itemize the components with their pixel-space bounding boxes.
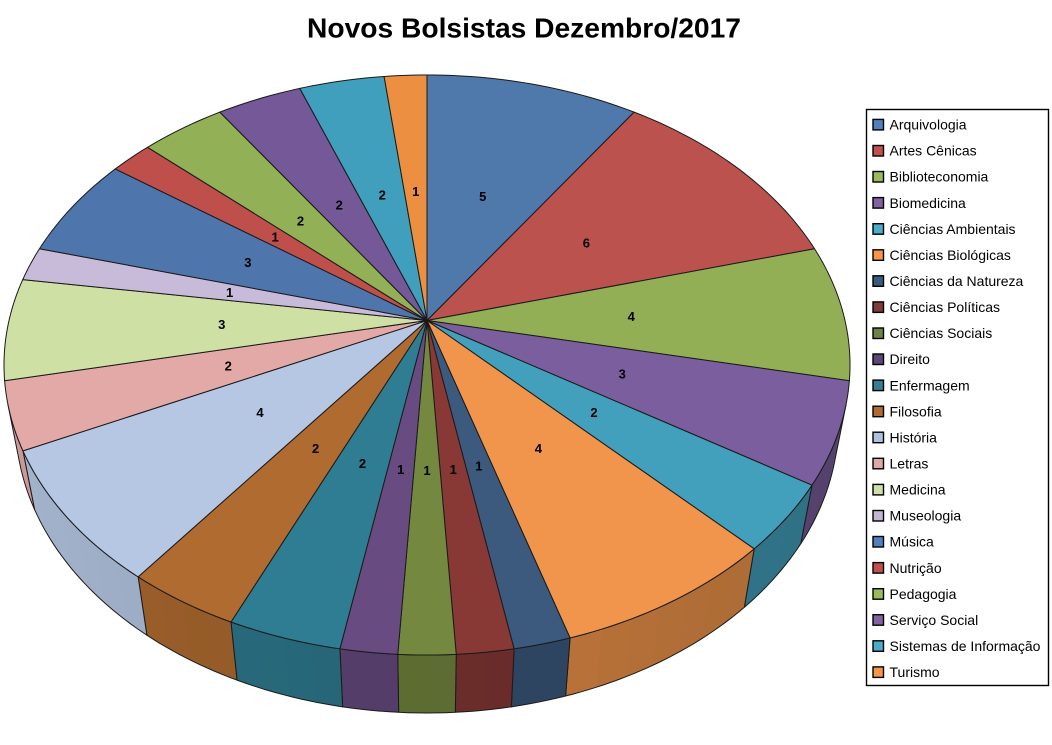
- svg-text:Serviço Social: Serviço Social: [890, 612, 979, 628]
- svg-text:2: 2: [379, 187, 386, 202]
- svg-text:1: 1: [271, 230, 278, 245]
- svg-text:Novos Bolsistas Dezembro/2017: Novos Bolsistas Dezembro/2017: [307, 12, 741, 44]
- svg-text:2: 2: [590, 405, 597, 420]
- svg-text:Filosofia: Filosofia: [890, 403, 942, 419]
- svg-text:4: 4: [535, 441, 543, 456]
- svg-text:4: 4: [256, 405, 264, 420]
- svg-text:3: 3: [218, 317, 225, 332]
- svg-text:6: 6: [583, 236, 590, 251]
- svg-text:Nutrição: Nutrição: [890, 560, 942, 576]
- svg-text:Enfermagem: Enfermagem: [890, 377, 970, 393]
- svg-text:Sistemas de Informação: Sistemas de Informação: [890, 638, 1041, 654]
- svg-text:Ciências Sociais: Ciências Sociais: [890, 325, 993, 341]
- svg-text:Artes Cênicas: Artes Cênicas: [890, 143, 977, 159]
- svg-text:1: 1: [397, 462, 404, 477]
- svg-text:Direito: Direito: [890, 351, 931, 367]
- svg-text:2: 2: [312, 441, 319, 456]
- svg-text:Ciências Ambientais: Ciências Ambientais: [890, 221, 1016, 237]
- svg-text:2: 2: [336, 197, 343, 212]
- svg-text:1: 1: [450, 462, 457, 477]
- svg-text:Música: Música: [890, 534, 935, 550]
- svg-text:1: 1: [423, 463, 430, 478]
- svg-text:História: História: [890, 429, 938, 445]
- svg-text:3: 3: [619, 367, 626, 382]
- svg-text:3: 3: [244, 255, 251, 270]
- svg-text:Ciências Biológicas: Ciências Biológicas: [890, 247, 1011, 263]
- svg-text:2: 2: [359, 456, 366, 471]
- svg-text:Museologia: Museologia: [890, 508, 962, 524]
- svg-text:5: 5: [479, 189, 486, 204]
- svg-text:2: 2: [297, 214, 304, 229]
- svg-text:1: 1: [226, 285, 233, 300]
- svg-text:4: 4: [628, 309, 636, 324]
- svg-text:Medicina: Medicina: [890, 482, 946, 498]
- svg-text:Letras: Letras: [890, 456, 929, 472]
- svg-text:Arquivologia: Arquivologia: [890, 117, 967, 133]
- svg-text:Ciências Políticas: Ciências Políticas: [890, 299, 1001, 315]
- svg-text:1: 1: [475, 459, 482, 474]
- svg-text:Biomedicina: Biomedicina: [890, 195, 966, 211]
- svg-text:1: 1: [412, 184, 419, 199]
- svg-text:Pedagogia: Pedagogia: [890, 586, 957, 602]
- svg-text:Turismo: Turismo: [890, 664, 940, 680]
- svg-text:Biblioteconomia: Biblioteconomia: [890, 169, 989, 185]
- svg-text:2: 2: [225, 359, 232, 374]
- svg-text:Ciências da Natureza: Ciências da Natureza: [890, 273, 1024, 289]
